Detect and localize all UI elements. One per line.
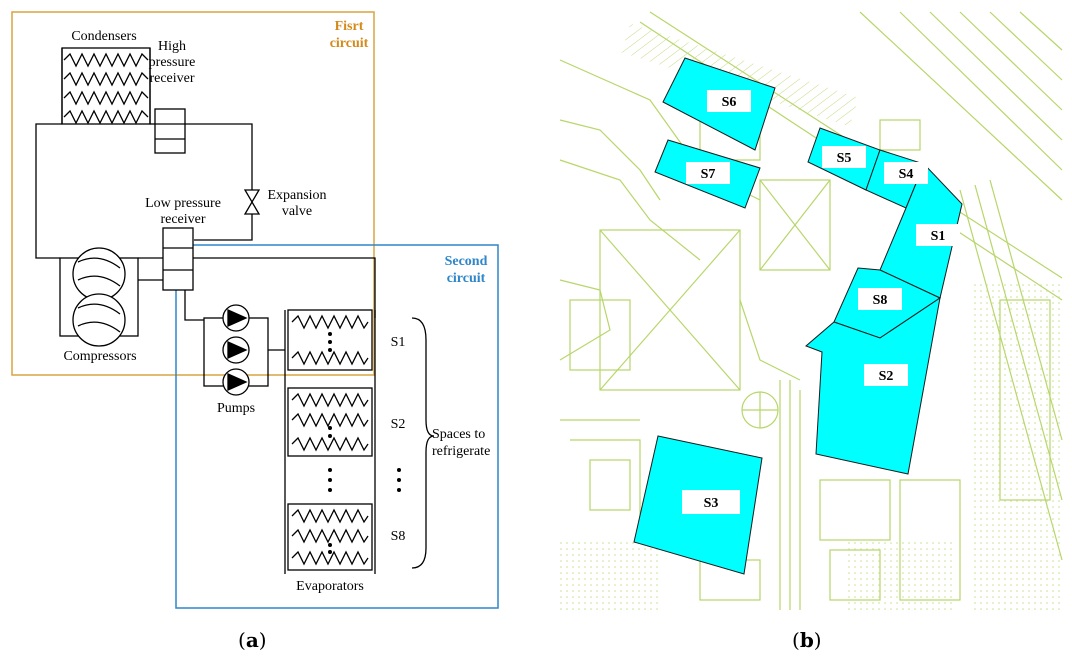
second-circuit-label-line2: circuit <box>447 271 486 286</box>
condensers-icon <box>61 47 151 125</box>
first-circuit-boundary <box>11 11 375 376</box>
high-pressure-receiver-label: High pressure receiver <box>149 39 196 86</box>
caption-b-letter: b <box>799 628 814 652</box>
refrigeration-circuit-diagram <box>11 11 499 609</box>
hpr-line2: pressure <box>149 55 196 70</box>
low-pressure-receiver-label: Low pressure receiver <box>145 196 221 227</box>
lpr-line2: receiver <box>160 212 205 227</box>
evaporators-label: Evaporators <box>296 579 364 594</box>
caption-a-letter: a <box>245 628 259 652</box>
caption-b: (b) <box>792 628 822 652</box>
pumps-label: Pumps <box>217 401 255 416</box>
diagram-labels: Fisrt circuit Second circuit Condensers Hi… <box>63 19 490 594</box>
compressors-icon <box>59 247 163 347</box>
hpr-line3: receiver <box>149 71 194 86</box>
pumps-icon <box>203 304 269 396</box>
lpr-line1: Low pressure <box>145 196 221 211</box>
first-circuit-label: Fisrt circuit <box>330 19 369 51</box>
space-label-s8: S8 <box>391 529 406 544</box>
compressors-label: Compressors <box>63 349 136 364</box>
zone-label-s8: S8 <box>873 293 888 308</box>
spaces-to-refrigerate-label: Spaces to refrigerate <box>432 427 490 459</box>
ev-line1: Expansion <box>267 188 326 203</box>
caption-a: (a) <box>238 628 267 652</box>
zone-label-s7: S7 <box>701 167 716 182</box>
low-pressure-receiver-icon <box>162 227 194 291</box>
condensers-label: Condensers <box>71 29 136 44</box>
hpr-line1: High <box>158 39 186 54</box>
high-pressure-receiver-icon <box>154 108 186 154</box>
zone-label-s4: S4 <box>899 167 914 182</box>
space-label-s2: S2 <box>391 417 406 432</box>
ev-line2: valve <box>282 204 312 219</box>
second-circuit-label: Second circuit <box>445 254 488 286</box>
expansion-valve-label: Expansion valve <box>267 188 326 219</box>
zone-labels: S6 S7 S5 S4 S1 S8 S2 S3 <box>682 90 960 514</box>
site-map: S6 S7 S5 S4 S1 S8 S2 S3 <box>556 10 1063 610</box>
evaporators-icon <box>284 309 376 574</box>
zone-label-s5: S5 <box>837 151 852 166</box>
zone-label-s3: S3 <box>704 496 719 511</box>
str-line1: Spaces to <box>432 427 485 442</box>
first-circuit-label-line2: circuit <box>330 36 369 51</box>
str-line2: refrigerate <box>432 444 490 459</box>
zone-label-s1: S1 <box>931 229 946 244</box>
zone-label-s6: S6 <box>722 95 737 110</box>
second-circuit-label-line1: Second <box>445 254 488 269</box>
expansion-valve-icon <box>243 189 261 215</box>
space-label-s1: S1 <box>391 335 406 350</box>
second-circuit-boundary <box>175 244 499 609</box>
ellipsis-dots <box>328 332 401 554</box>
zone-label-s2: S2 <box>879 369 894 384</box>
first-circuit-label-line1: Fisrt <box>335 19 364 34</box>
brace-icon <box>411 317 435 569</box>
